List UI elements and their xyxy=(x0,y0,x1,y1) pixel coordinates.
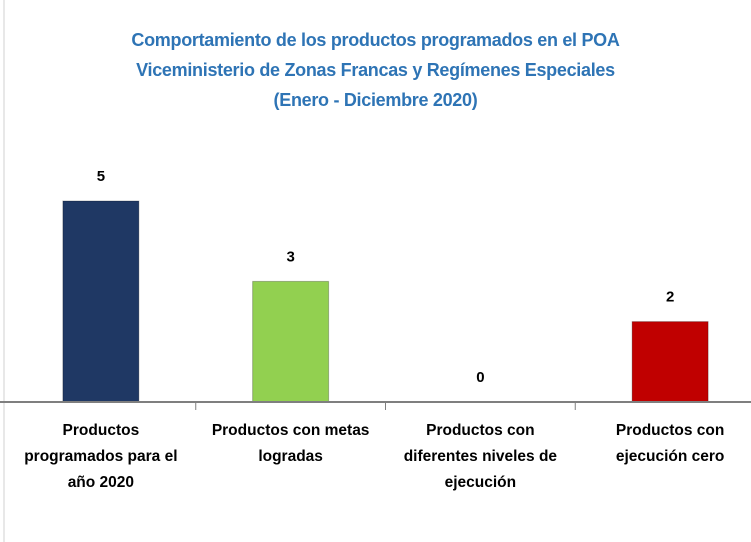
x-tick-label: Productos con ejecución cero xyxy=(615,422,725,465)
value-label: 0 xyxy=(476,369,484,386)
x-tick-label: Productos con metas logradas xyxy=(211,422,370,465)
value-label: 2 xyxy=(666,289,674,306)
chart-title: Comportamiento de los productos programa… xyxy=(131,30,620,50)
x-tick-label: Productos programados para el año 2020 xyxy=(24,422,178,491)
x-tick-label: Productos con diferentes niveles de ejec… xyxy=(403,422,558,491)
bar xyxy=(631,321,709,403)
bar xyxy=(62,200,140,403)
bar xyxy=(252,280,330,403)
chart-title: Viceministerio de Zonas Francas y Regíme… xyxy=(136,60,615,80)
chart-title: (Enero - Diciembre 2020) xyxy=(273,90,478,110)
value-label: 3 xyxy=(286,248,294,265)
value-label: 5 xyxy=(97,168,105,185)
